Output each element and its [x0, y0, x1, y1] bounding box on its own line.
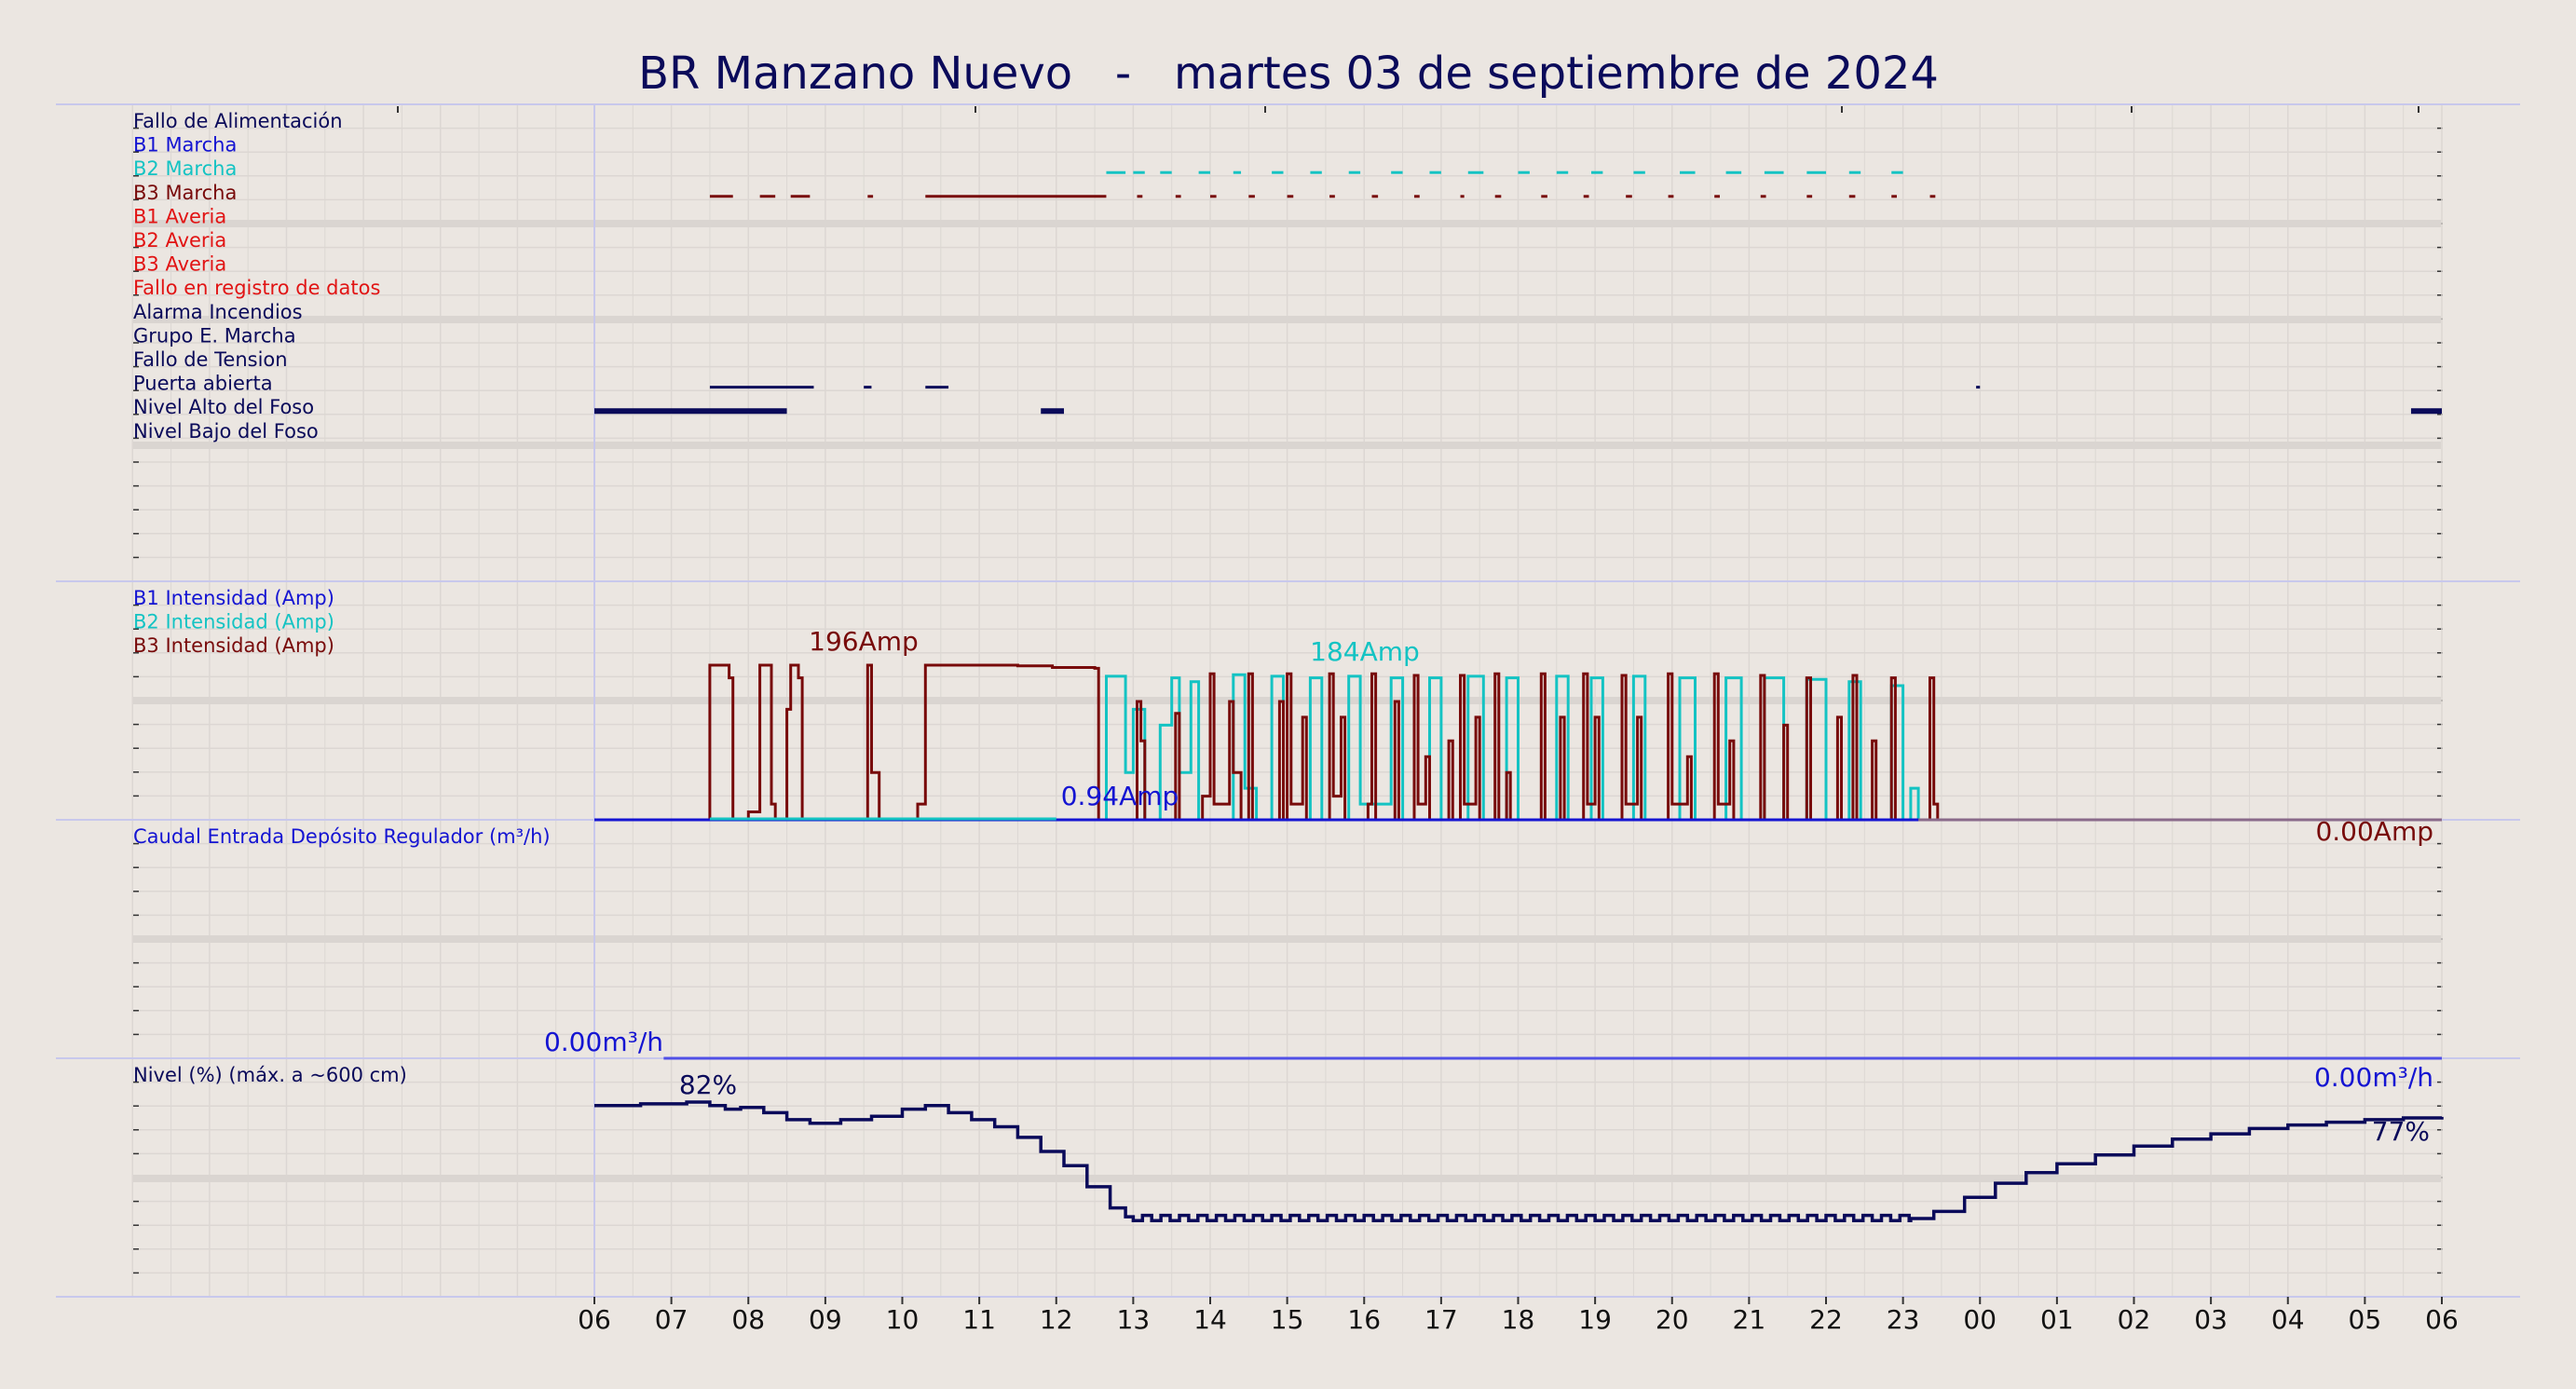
value-label-start: 82% [679, 1069, 737, 1100]
value-label-b3: 0.00Amp [2315, 816, 2433, 847]
x-tick-label: 22 [1809, 1304, 1843, 1335]
x-tick-label: 12 [1040, 1304, 1073, 1335]
signal-label: Fallo de Tension [133, 348, 288, 371]
signal-label: B3 Averia [133, 253, 226, 276]
signal-label: B2 Marcha [133, 157, 237, 180]
peak-label-b3: 196Amp [809, 626, 919, 657]
signal-label: Nivel Bajo del Foso [133, 420, 319, 443]
flow-panel: Caudal Entrada Depósito Regulador (m³/h)… [133, 825, 2442, 1093]
signal-label: Puerta abierta [133, 373, 273, 395]
series-line [594, 1100, 2444, 1223]
x-tick-label: 16 [1347, 1304, 1381, 1335]
x-tick-label: 20 [1656, 1304, 1689, 1335]
series-label: Nivel (%) (máx. a ~600 cm) [133, 1064, 407, 1086]
x-tick-label: 08 [731, 1304, 765, 1335]
x-tick-label: 23 [1887, 1304, 1920, 1335]
x-tick-label: 07 [655, 1304, 688, 1335]
x-tick-label: 00 [1963, 1304, 1997, 1335]
x-tick-label: 06 [578, 1304, 611, 1335]
series-label: B2 Intensidad (Amp) [133, 611, 334, 633]
x-tick-label: 09 [809, 1304, 842, 1335]
level-panel: Nivel (%) (máx. a ~600 cm) 82% 77% [133, 1064, 2444, 1223]
series-label: B1 Intensidad (Amp) [133, 587, 334, 609]
value-label-end: 0.00m³/h [2314, 1062, 2433, 1093]
value-label-end: 77% [2372, 1116, 2430, 1147]
signal-label: Fallo en registro de datos [133, 277, 380, 299]
signal-label: B1 Marcha [133, 134, 237, 157]
peak-label-b2: 184Amp [1310, 636, 1420, 667]
x-tick-label: 03 [2194, 1304, 2228, 1335]
x-tick-label: 02 [2118, 1304, 2151, 1335]
x-tick-label: 17 [1424, 1304, 1458, 1335]
x-tick-label: 01 [2040, 1304, 2074, 1335]
signal-label: Grupo E. Marcha [133, 324, 296, 347]
chart-title: BR Manzano Nuevo - martes 03 de septiemb… [638, 48, 1939, 100]
signal-label: B2 Averia [133, 229, 226, 252]
x-tick-label: 15 [1271, 1304, 1304, 1335]
current-panel: B1 Intensidad (Amp)B2 Intensidad (Amp)B3… [133, 587, 2442, 847]
x-tick-label: 19 [1578, 1304, 1612, 1335]
value-label-start: 0.00m³/h [544, 1027, 663, 1057]
value-label-b1: 0.94Amp [1061, 781, 1179, 811]
signal-label: Alarma Incendios [133, 301, 303, 323]
x-tick-label: 14 [1193, 1304, 1227, 1335]
x-tick-label: 05 [2349, 1304, 2382, 1335]
x-tick-label: 11 [962, 1304, 996, 1335]
x-axis: 06 07 08 09 10 11 12 13 14 15 16 17 18 19 20 21 22 23 00 01… [578, 1297, 2459, 1335]
x-tick-label: 13 [1117, 1304, 1151, 1335]
series-label: B3 Intensidad (Amp) [133, 634, 334, 657]
x-tick-label: 18 [1502, 1304, 1535, 1335]
series-label: Caudal Entrada Depósito Regulador (m³/h) [133, 825, 551, 848]
x-tick-label: 21 [1733, 1304, 1766, 1335]
signal-label: B3 Marcha [133, 182, 237, 204]
signal-label: B1 Averia [133, 205, 226, 227]
signal-label: Fallo de Alimentación [133, 110, 343, 132]
x-tick-label: 10 [886, 1304, 920, 1335]
x-tick-label: 04 [2271, 1304, 2305, 1335]
x-tick-label: 06 [2425, 1304, 2459, 1335]
series-line [709, 673, 2442, 822]
series-line [594, 663, 2442, 822]
signal-label: Nivel Alto del Foso [133, 396, 314, 418]
